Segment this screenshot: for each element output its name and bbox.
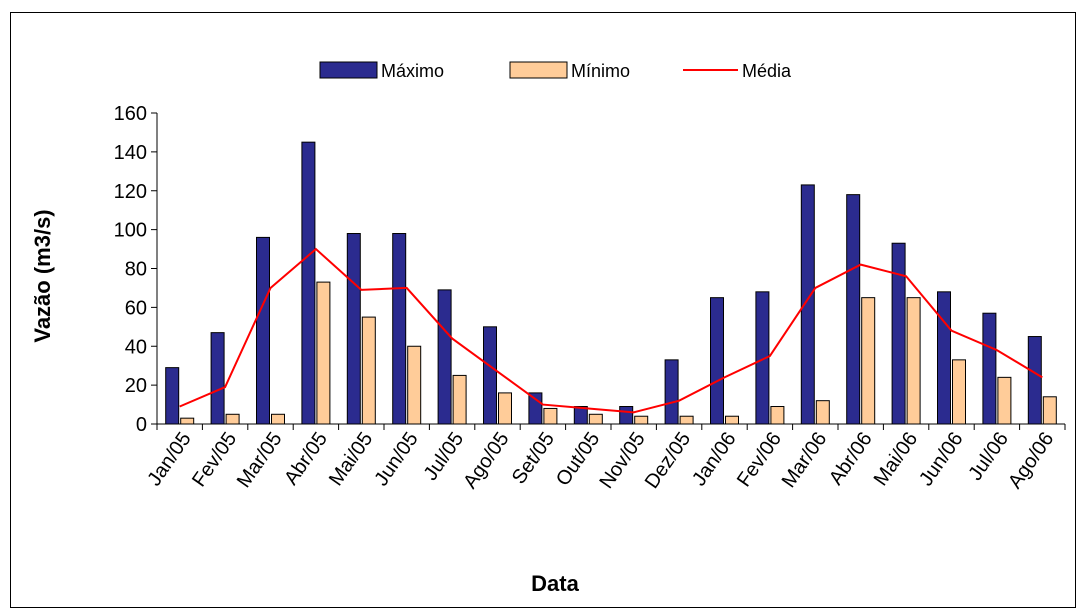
y-axis-title: Vazão (m3/s)	[30, 209, 55, 342]
bar	[619, 406, 634, 425]
x-tick-label: Fev/06	[733, 428, 786, 491]
bars	[165, 141, 1057, 425]
y-axis: 0 20 40 60 80 100 120 140 160	[114, 103, 158, 436]
bar	[483, 326, 497, 425]
x-tick-label: Ago/05	[459, 428, 513, 493]
bar	[407, 345, 422, 425]
x-tick-label: Nov/05	[595, 428, 649, 493]
bar	[165, 367, 180, 425]
bar	[588, 413, 603, 425]
bar	[815, 400, 830, 425]
bar	[301, 141, 316, 425]
x-tick-label: Abr/05	[280, 428, 332, 489]
bar	[316, 281, 331, 425]
bar	[528, 392, 543, 425]
mean-line	[179, 247, 1043, 414]
x-tick-label: Ago/06	[1004, 428, 1058, 493]
legend-swatch	[509, 61, 568, 79]
x-tick-label: Jan/06	[688, 428, 740, 490]
legend-swatch	[319, 61, 378, 79]
legend: Máximo Mínimo Média	[319, 61, 792, 81]
bar	[982, 312, 997, 425]
bar	[543, 407, 558, 425]
bar	[679, 415, 694, 425]
x-tick-label: Jun/05	[370, 428, 422, 490]
bar	[392, 233, 407, 425]
bar	[271, 413, 285, 425]
bar	[210, 332, 225, 425]
legend-label: Média	[742, 61, 792, 81]
bar	[498, 392, 512, 425]
bar	[906, 297, 921, 425]
y-tick-label: 20	[125, 375, 147, 397]
legend-item-minimo: Mínimo	[509, 61, 630, 81]
y-tick-label: 140	[114, 142, 147, 164]
x-tick-label: Jun/06	[915, 428, 967, 490]
bar	[861, 297, 876, 425]
y-tick-label: 120	[114, 181, 147, 203]
bar	[437, 289, 452, 425]
y-tick-label: 100	[114, 220, 147, 242]
bar	[952, 359, 966, 425]
bar	[710, 297, 724, 425]
bar	[1042, 396, 1057, 425]
bar	[1027, 336, 1042, 425]
series-minimo	[180, 281, 1057, 425]
x-tick-label: Fev/05	[188, 428, 241, 491]
bar	[346, 233, 361, 425]
x-tick-label: Mar/06	[778, 428, 832, 492]
x-tick-label: Jan/05	[143, 428, 195, 490]
bar	[770, 406, 785, 425]
x-tick-label: Mar/05	[233, 428, 287, 492]
legend-label: Mínimo	[571, 61, 630, 81]
x-tick-label: Dez/05	[641, 428, 695, 493]
y-tick-label: 40	[125, 336, 147, 358]
x-tick-label: Abr/06	[825, 428, 877, 489]
y-tick-label: 0	[136, 414, 147, 436]
bar	[725, 415, 739, 425]
x-tick-label: Mai/05	[325, 428, 377, 490]
bar	[634, 415, 649, 425]
bar	[452, 374, 467, 425]
x-tick-label: Mai/06	[870, 428, 922, 490]
legend-label: Máximo	[381, 61, 444, 81]
bar	[937, 291, 951, 425]
y-tick-label: 60	[125, 297, 147, 319]
line-path	[179, 247, 1043, 414]
x-axis-title: Data	[531, 571, 579, 596]
series-maximo	[165, 141, 1042, 425]
bar	[800, 184, 815, 425]
bar	[180, 417, 195, 425]
y-tick-label: 160	[114, 103, 147, 125]
bar	[997, 376, 1012, 425]
bar	[361, 316, 376, 425]
bar	[664, 359, 679, 425]
legend-item-media: Média	[683, 61, 792, 81]
y-tick-label: 80	[125, 259, 147, 281]
legend-item-maximo: Máximo	[319, 61, 444, 81]
bar	[891, 242, 906, 425]
bar	[256, 236, 270, 425]
x-axis: Jan/05Fev/05Mar/05Abr/05Mai/05Jun/05Jul/…	[143, 423, 1066, 493]
x-tick-label: Set/05	[508, 428, 559, 488]
bar	[573, 406, 588, 425]
bar	[755, 291, 770, 425]
bar	[225, 413, 240, 425]
bar	[846, 194, 861, 425]
